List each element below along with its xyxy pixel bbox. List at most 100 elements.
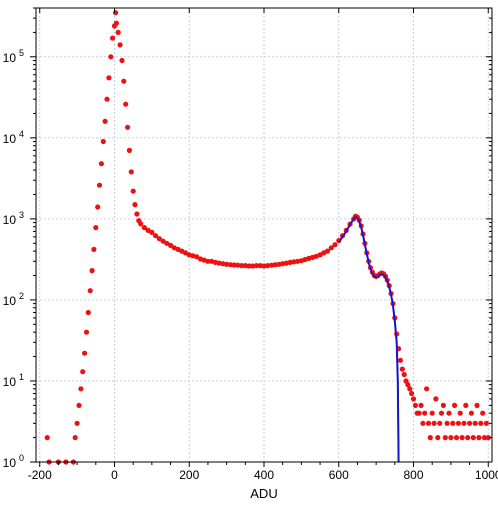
data-point — [463, 402, 469, 408]
data-point — [438, 410, 445, 416]
data-point — [465, 435, 471, 441]
data-point — [141, 225, 147, 231]
y-tick-label: 10 — [3, 213, 17, 227]
data-point — [457, 410, 463, 416]
data-point — [332, 242, 338, 248]
data-point — [149, 229, 155, 235]
data-point — [401, 371, 407, 378]
x-tick-label: 600 — [329, 468, 349, 482]
data-point — [399, 366, 405, 372]
data-point — [409, 390, 415, 397]
data-point — [476, 435, 482, 441]
y-tick-label-exponent: 2 — [19, 291, 24, 301]
data-point — [435, 435, 441, 441]
x-tick-label: 800 — [403, 468, 423, 482]
data-point — [153, 233, 159, 239]
data-point — [117, 42, 123, 48]
y-tick-label: 10 — [3, 132, 17, 146]
data-point — [130, 188, 136, 194]
data-point — [76, 402, 82, 408]
data-point — [134, 211, 140, 217]
data-point — [194, 254, 200, 260]
data-point — [235, 262, 241, 268]
x-tick-label: 200 — [179, 468, 199, 482]
tick-layer: -20002004006008001000100101102103104105 — [3, 7, 498, 482]
y-tick-label-exponent: 4 — [19, 129, 24, 139]
data-point — [472, 420, 478, 426]
data-point — [108, 54, 114, 60]
data-point — [83, 329, 90, 335]
data-point — [100, 138, 106, 145]
data-point — [407, 386, 413, 392]
data-point — [450, 420, 456, 426]
data-point — [453, 435, 460, 441]
data-point — [431, 420, 437, 426]
data-point — [459, 435, 465, 441]
data-point — [113, 20, 119, 26]
data-point — [119, 57, 125, 64]
data-point — [44, 435, 50, 441]
data-point — [102, 118, 108, 124]
data-point — [429, 410, 435, 416]
grid-layer — [36, 8, 492, 463]
data-point — [246, 263, 252, 269]
data-point — [231, 262, 237, 268]
data-point — [416, 410, 422, 416]
data-point — [420, 420, 426, 426]
data-point — [82, 350, 88, 356]
x-tick-label: -200 — [28, 468, 52, 482]
data-point — [440, 402, 446, 408]
data-point — [437, 420, 443, 426]
data-point — [227, 262, 233, 268]
data-point — [239, 263, 245, 269]
data-point — [126, 147, 132, 153]
data-point — [452, 402, 458, 408]
data-point — [272, 262, 278, 268]
data-point — [115, 29, 121, 35]
y-tick-label-exponent: 3 — [19, 210, 24, 220]
series-layer — [44, 10, 491, 465]
x-tick-label: 1000 — [475, 468, 498, 482]
data-point — [433, 396, 439, 402]
data-point — [104, 96, 110, 102]
data-point — [138, 221, 144, 227]
data-point — [422, 410, 428, 416]
data-point — [98, 161, 104, 167]
data-point — [91, 246, 97, 252]
y-tick-label: 10 — [3, 456, 17, 470]
data-point — [128, 169, 134, 175]
data-point — [164, 240, 170, 246]
data-point — [474, 402, 480, 408]
data-point — [424, 386, 430, 392]
data-point — [324, 248, 331, 254]
data-point — [156, 236, 162, 242]
data-point — [467, 420, 473, 426]
data-point — [265, 263, 271, 269]
y-tick-label-exponent: 5 — [19, 48, 24, 58]
x-tick-label: 0 — [111, 468, 118, 482]
data-point — [483, 420, 489, 426]
data-point — [478, 420, 484, 426]
fit-line-overlay — [338, 215, 400, 463]
data-point — [328, 245, 334, 251]
data-point — [125, 124, 131, 130]
data-point — [205, 258, 211, 264]
data-point — [72, 435, 78, 441]
data-point — [397, 357, 403, 363]
data-point — [444, 420, 450, 426]
y-tick-label: 10 — [3, 51, 17, 65]
data-point — [412, 402, 418, 408]
data-point — [446, 410, 452, 416]
data-point — [427, 435, 433, 441]
data-point — [485, 435, 491, 441]
data-point — [121, 78, 127, 84]
data-point — [461, 420, 467, 426]
data-point — [253, 263, 260, 269]
y-tick-label-exponent: 1 — [19, 372, 24, 382]
data-point — [481, 435, 488, 441]
data-point — [442, 435, 448, 441]
data-point — [405, 382, 411, 388]
data-point — [418, 402, 424, 408]
